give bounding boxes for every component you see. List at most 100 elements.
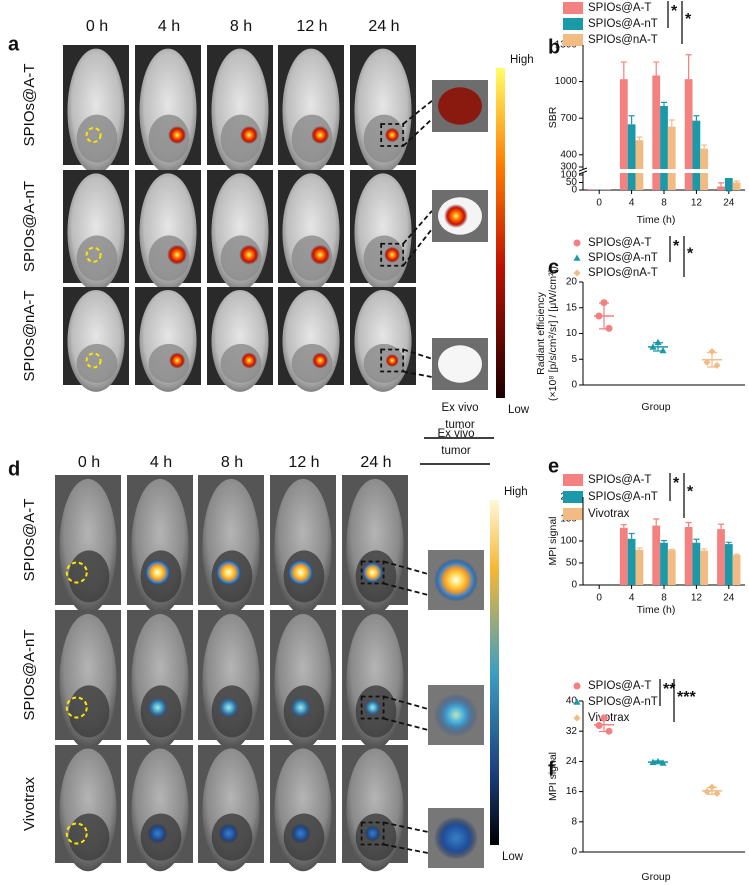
legend-marker (573, 682, 581, 690)
ex-vivo-signal (444, 204, 468, 228)
panel-label: b (548, 36, 560, 58)
error-bar (685, 54, 692, 80)
y-tick-label: 0 (571, 847, 577, 858)
y-tick-label: 40 (566, 696, 578, 707)
y-axis-label: MPI signal (547, 752, 559, 801)
roi-box (360, 695, 385, 720)
axis-break (578, 169, 746, 173)
sd-bar (653, 342, 663, 352)
legend-swatch (563, 474, 583, 486)
sd-bar (707, 786, 717, 795)
bar (619, 527, 628, 585)
signal (239, 244, 260, 265)
belly (68, 685, 110, 738)
time-label: 8 h (221, 454, 243, 471)
error-bar (668, 119, 675, 127)
time-label: 8 h (230, 18, 252, 35)
error-bar (725, 541, 732, 545)
signal (146, 696, 169, 719)
y-tick-label: 300 (560, 162, 577, 173)
y-tick-label: 100 (560, 536, 577, 547)
time-label: 4 h (150, 454, 172, 471)
legend-label: Vivotrax (588, 508, 630, 520)
y-tick-label: 5 (571, 354, 577, 365)
bar (660, 106, 668, 190)
bar (717, 186, 725, 190)
significance: * (687, 246, 694, 263)
row-label: SPIOs@A-nT (21, 181, 38, 272)
zoom-line (402, 348, 433, 360)
x-tick-label: 24 (723, 593, 735, 604)
y-tick-label: 0 (571, 580, 577, 591)
y-tick-label: 8 (571, 816, 577, 827)
legend-marker (573, 254, 581, 261)
bar (700, 550, 709, 585)
y-tick-label: 32 (566, 726, 578, 737)
x-tick-label: 0 (596, 198, 602, 209)
error-bar (693, 538, 700, 543)
zoom-line (402, 370, 433, 378)
legend-label: SPIOs@nA-T (588, 34, 658, 46)
sd-bar (707, 351, 717, 368)
point (703, 358, 711, 366)
error-bar (718, 182, 725, 187)
x-axis-label: Time (h) (637, 604, 676, 616)
signal (290, 823, 311, 844)
x-tick-label: 4 (629, 198, 635, 209)
error-bar (661, 539, 667, 543)
time-label: 12 h (288, 454, 319, 471)
bar (684, 526, 693, 585)
signal (169, 352, 186, 369)
significance: * (687, 484, 694, 501)
y-tick-label: 10 (566, 328, 578, 339)
bar (732, 555, 741, 585)
row-label: SPIOs@A-T (21, 64, 38, 147)
colorbar-high: High (504, 486, 528, 498)
error-bar (725, 178, 732, 192)
error-bar (701, 144, 708, 149)
error-bar (620, 61, 627, 80)
zoom-line (402, 100, 433, 125)
error-bar (668, 548, 675, 551)
chart: b05010030040070010001300SBRTime (h)SPIOs… (547, 1, 746, 226)
point (713, 361, 721, 369)
error-bar (653, 61, 660, 76)
bar (667, 126, 676, 190)
signal (289, 696, 312, 719)
signal (384, 246, 401, 263)
bar (635, 140, 644, 190)
signal (168, 126, 187, 144)
bar (652, 75, 661, 190)
sd-bar (599, 717, 609, 733)
x-tick-label: 12 (691, 198, 703, 209)
error-bar (628, 115, 635, 125)
error-bar (620, 524, 627, 528)
bar (667, 550, 676, 585)
bar (684, 79, 693, 190)
legend-swatch (563, 508, 583, 520)
signal (240, 126, 259, 144)
legend-marker (573, 269, 581, 277)
legend-swatch (563, 2, 583, 14)
zoom-line (402, 118, 433, 147)
significance: * (671, 3, 678, 20)
time-label: 24 h (368, 18, 399, 35)
significance: *** (677, 689, 696, 706)
y-tick-label: 0 (571, 380, 577, 391)
row-label: SPIOs@A-T (21, 499, 38, 582)
y-tick-label: 16 (566, 786, 578, 797)
bar (717, 529, 725, 585)
signal (167, 244, 188, 265)
chart: c 0 5 10 15 20 Radiant efficiency (×10⁸ [p/s/cm… (535, 236, 745, 413)
roi-box (360, 821, 385, 846)
x-tick-label: 24 (723, 198, 735, 209)
panel-label: a (8, 33, 20, 55)
colorbar-low: Low (508, 404, 530, 416)
bar (635, 549, 644, 585)
tumor-site (85, 246, 102, 263)
axis-break-mark (578, 167, 588, 175)
y-tick-label: 0 (571, 185, 577, 196)
error-bar (653, 518, 660, 526)
bar (627, 124, 636, 190)
